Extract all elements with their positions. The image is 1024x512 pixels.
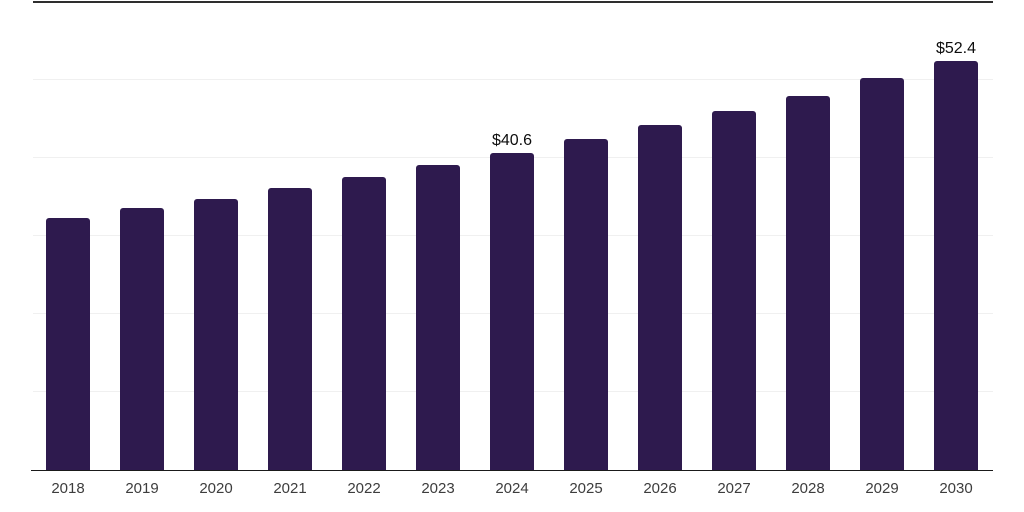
x-axis-label-2018: 2018	[51, 480, 85, 497]
x-axis-label-2028: 2028	[791, 480, 825, 497]
bar-2029	[860, 78, 904, 470]
x-axis: 2018 2019 2020 2021 2022 2023 2024 2025 2026 2027…	[31, 479, 993, 499]
bar-slot-2020	[179, 0, 253, 470]
bar-2026	[638, 125, 682, 470]
bar-slot-2022	[327, 0, 401, 470]
x-axis-label-2025: 2025	[569, 480, 603, 497]
bar-2018	[46, 217, 90, 470]
x-axis-label-2024: 2024	[495, 480, 529, 497]
value-label-2024: $40.6	[491, 131, 533, 149]
x-axis-label-2030: 2030	[939, 480, 973, 497]
x-axis-label-2019: 2019	[125, 480, 159, 497]
plot-top-border	[33, 1, 993, 3]
bar-slot-2027	[697, 0, 771, 470]
bar-series: $40.6 $52.4	[31, 0, 993, 470]
x-axis-label-2026: 2026	[643, 480, 677, 497]
bar-slot-2018	[31, 0, 105, 470]
bar-slot-2026	[623, 0, 697, 470]
bar-2027	[712, 110, 756, 470]
bar-2020	[194, 198, 238, 470]
x-axis-label-2029: 2029	[865, 480, 899, 497]
bar-2023	[416, 165, 460, 470]
bar-2028	[786, 95, 830, 470]
bar-slot-2025	[549, 0, 623, 470]
bar-2022	[342, 176, 386, 470]
bar-slot-2029	[845, 0, 919, 470]
bar-slot-2023	[401, 0, 475, 470]
x-axis-label-2027: 2027	[717, 480, 751, 497]
bar-2025	[564, 139, 608, 470]
x-axis-label-2021: 2021	[273, 480, 307, 497]
plot-area: $40.6 $52.4	[31, 0, 993, 471]
bar-slot-2021	[253, 0, 327, 470]
bar-slot-2024: $40.6	[475, 0, 549, 470]
x-axis-label-2020: 2020	[199, 480, 233, 497]
bar-slot-2028	[771, 0, 845, 470]
bar-slot-2030: $52.4	[919, 0, 993, 470]
bar-2021	[268, 187, 312, 470]
x-axis-label-2023: 2023	[421, 480, 455, 497]
bar-2024	[490, 152, 534, 470]
bar-2019	[120, 208, 164, 470]
value-label-2030: $52.4	[935, 39, 977, 57]
bar-2030	[934, 60, 978, 470]
gridline-50	[33, 78, 993, 80]
bar-slot-2019	[105, 0, 179, 470]
x-axis-label-2022: 2022	[347, 480, 381, 497]
